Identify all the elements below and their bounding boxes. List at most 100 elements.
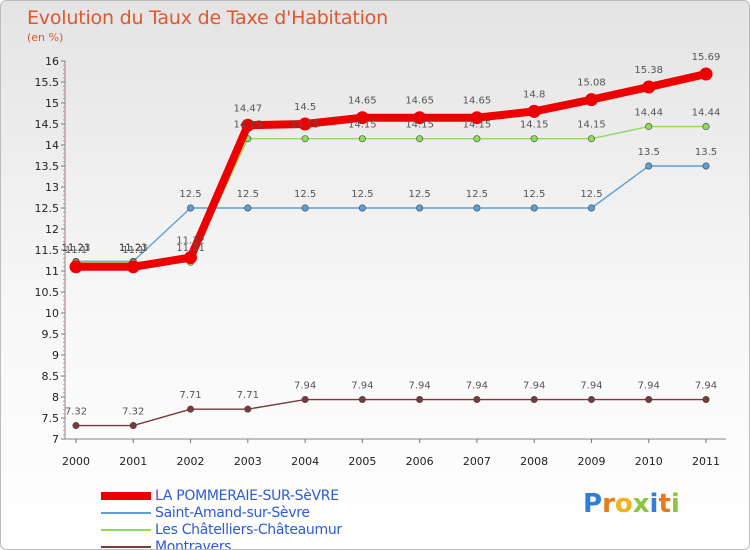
data-label-2: 11.21 bbox=[119, 243, 148, 254]
series-point-3 bbox=[645, 396, 653, 404]
series-point-0 bbox=[470, 111, 484, 125]
logo-letter: i bbox=[649, 489, 659, 519]
data-label-0: 14.5 bbox=[294, 102, 316, 113]
y-tick-label: 12 bbox=[45, 223, 59, 236]
series-point-0 bbox=[699, 67, 713, 81]
data-label-3: 7.71 bbox=[237, 390, 259, 401]
series-point-0 bbox=[241, 118, 255, 132]
legend-label: Saint-Amand-sur-Sèvre bbox=[155, 504, 310, 521]
logo-letter: P bbox=[583, 489, 603, 519]
series-point-2 bbox=[473, 135, 481, 143]
x-tick-label: 2004 bbox=[291, 455, 319, 468]
data-label-3: 7.94 bbox=[351, 381, 373, 392]
series-point-3 bbox=[129, 422, 137, 430]
series-line-1 bbox=[75, 165, 707, 263]
y-tick-label: 15 bbox=[45, 97, 59, 110]
data-label-2: 14.44 bbox=[634, 108, 663, 119]
data-label-1: 13.5 bbox=[638, 147, 660, 158]
data-label-0: 15.08 bbox=[577, 78, 606, 89]
data-label-1: 13.5 bbox=[695, 147, 717, 158]
logo-letter: x bbox=[632, 489, 650, 519]
data-label-0: 11.1 bbox=[122, 245, 144, 256]
y-tick-label: 16 bbox=[45, 55, 59, 68]
data-label-1: 12.5 bbox=[466, 189, 488, 200]
series-point-1 bbox=[587, 204, 595, 212]
y-tick-label: 13.5 bbox=[35, 160, 60, 173]
x-tick-label: 2005 bbox=[348, 455, 376, 468]
legend-swatch bbox=[101, 545, 151, 548]
data-label-2: 14.44 bbox=[692, 108, 721, 119]
y-tick-label: 13 bbox=[45, 181, 59, 194]
series-point-1 bbox=[301, 204, 309, 212]
chart-data-labels: 11.1 11.1 11.32 14.47 14.5 14.65 14.65 14.65 14.… bbox=[62, 52, 721, 418]
data-label-1: 12.5 bbox=[523, 189, 545, 200]
legend-item: Les Châtelliers-Châteaumur bbox=[101, 521, 342, 538]
series-point-3 bbox=[187, 405, 195, 413]
chart-subtitle: (en %) bbox=[27, 31, 64, 44]
x-tick-label: 2010 bbox=[635, 455, 663, 468]
data-label-1: 12.5 bbox=[294, 189, 316, 200]
series-line-2 bbox=[75, 125, 707, 263]
series-point-3 bbox=[416, 396, 424, 404]
y-tick-label: 10 bbox=[45, 307, 59, 320]
y-tick-label: 14 bbox=[45, 139, 59, 152]
data-label-1: 12.5 bbox=[409, 189, 431, 200]
y-tick-label: 7 bbox=[52, 433, 59, 446]
series-line-3 bbox=[75, 398, 707, 427]
chart-title: Evolution du Taux de Taxe d'Habitation bbox=[27, 7, 388, 29]
y-tick-label: 7.5 bbox=[42, 412, 60, 425]
data-label-2: 14.15 bbox=[291, 120, 320, 131]
series-point-2 bbox=[587, 135, 595, 143]
series-point-0 bbox=[69, 260, 83, 274]
data-label-0: 11.1 bbox=[65, 245, 87, 256]
series-point-3 bbox=[301, 396, 309, 404]
x-tick-label: 2001 bbox=[119, 455, 147, 468]
legend-swatch bbox=[101, 511, 151, 514]
data-label-0: 15.69 bbox=[692, 52, 721, 63]
y-tick-label: 11 bbox=[45, 265, 59, 278]
legend-item: Saint-Amand-sur-Sèvre bbox=[101, 504, 342, 521]
series-point-2 bbox=[530, 135, 538, 143]
data-label-0: 14.8 bbox=[523, 89, 545, 100]
legend-swatch bbox=[101, 491, 151, 500]
data-label-2: 14.15 bbox=[348, 120, 377, 131]
y-tick-label: 8 bbox=[52, 391, 59, 404]
legend-label: LA POMMERAIE-SUR-SèVRE bbox=[155, 487, 339, 504]
series-point-3 bbox=[702, 396, 710, 404]
data-label-0: 11.32 bbox=[176, 236, 205, 247]
series-point-2 bbox=[301, 135, 309, 143]
data-label-1: 12.5 bbox=[237, 189, 259, 200]
data-label-2: 14.15 bbox=[577, 120, 606, 131]
series-point-3 bbox=[244, 405, 252, 413]
legend-item: LA POMMERAIE-SUR-SèVRE bbox=[101, 487, 342, 504]
data-label-2: 14.15 bbox=[405, 120, 434, 131]
data-label-3: 7.71 bbox=[179, 390, 201, 401]
series-point-3 bbox=[587, 396, 595, 404]
series-point-0 bbox=[527, 104, 541, 118]
data-label-0: 14.65 bbox=[348, 96, 377, 107]
logo-letter: o bbox=[614, 489, 633, 519]
series-point-3 bbox=[530, 396, 538, 404]
data-label-3: 7.94 bbox=[523, 381, 545, 392]
series-point-0 bbox=[584, 93, 598, 107]
x-tick-label: 2011 bbox=[692, 455, 720, 468]
series-point-2 bbox=[358, 135, 366, 143]
y-tick-label: 9.5 bbox=[42, 328, 60, 341]
data-label-3: 7.32 bbox=[122, 407, 144, 418]
series-point-2 bbox=[702, 123, 710, 131]
data-label-1: 12.5 bbox=[179, 189, 201, 200]
series-point-1 bbox=[244, 204, 252, 212]
logo-letter: t bbox=[658, 489, 671, 519]
data-label-3: 7.32 bbox=[65, 407, 87, 418]
data-label-3: 7.94 bbox=[409, 381, 431, 392]
data-label-2: 11.21 bbox=[62, 243, 91, 254]
y-tick-label: 8.5 bbox=[42, 370, 60, 383]
y-tick-label: 10.5 bbox=[35, 286, 60, 299]
x-tick-label: 2000 bbox=[62, 455, 90, 468]
logo-letter: i bbox=[670, 489, 680, 519]
data-label-0: 14.65 bbox=[463, 96, 492, 107]
data-label-1: 12.5 bbox=[351, 189, 373, 200]
data-label-1: 11.23 bbox=[62, 242, 91, 253]
x-tick-label: 2008 bbox=[520, 455, 548, 468]
